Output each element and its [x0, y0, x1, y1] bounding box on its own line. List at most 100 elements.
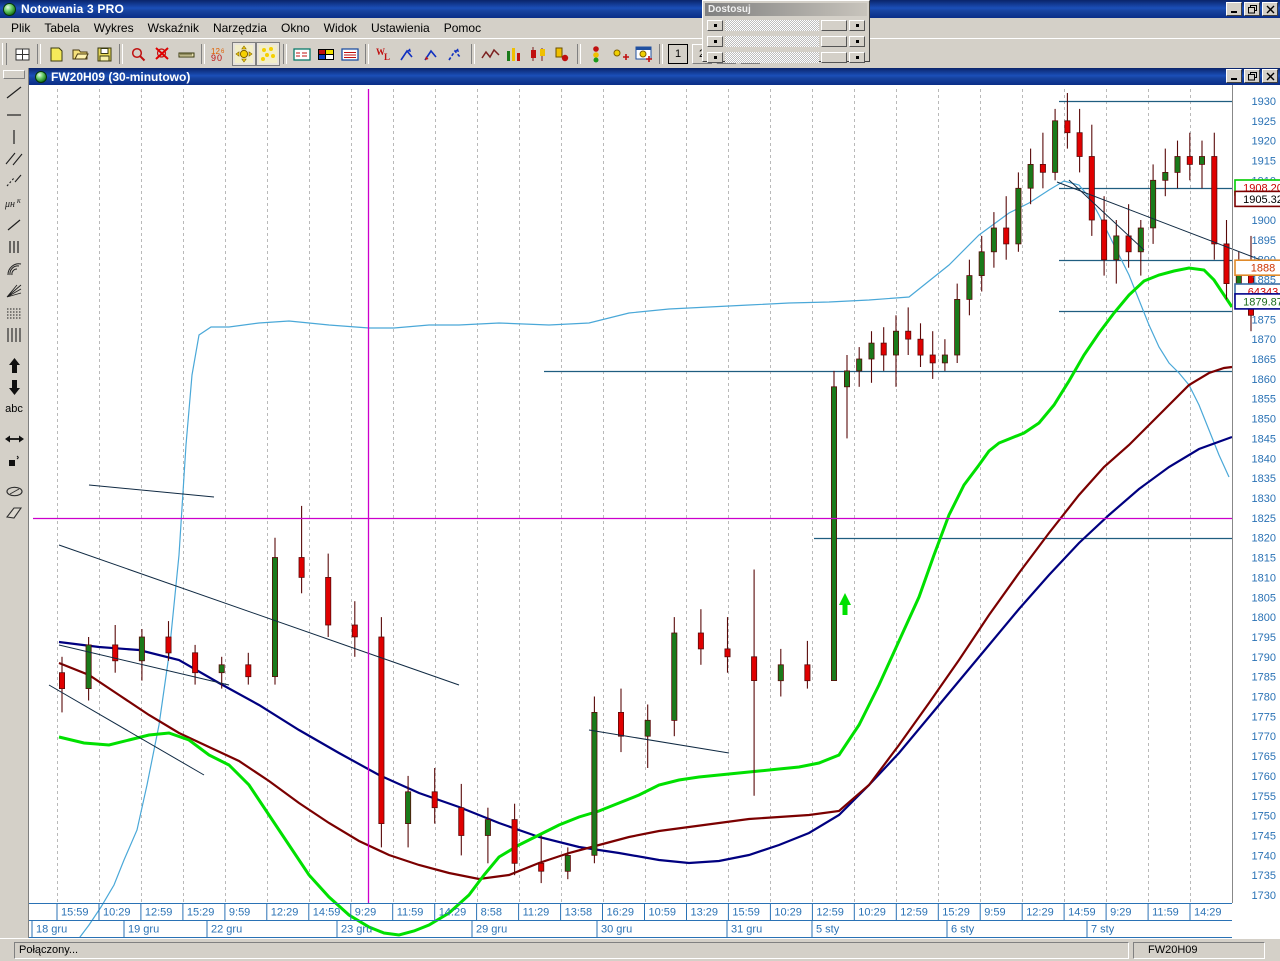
save-disk-icon[interactable] — [92, 42, 116, 66]
menu-wskaznik[interactable]: Wskaźnik — [147, 21, 199, 35]
arrow-zigzag-dashed-icon[interactable] — [444, 42, 468, 66]
time-axis-tick-label: 14:29 — [1194, 907, 1222, 919]
chart-close-button[interactable] — [1262, 69, 1278, 83]
ray-line-icon[interactable] — [2, 214, 27, 236]
speed-lines-icon[interactable] — [2, 302, 27, 324]
dashed-trendline-icon[interactable] — [2, 170, 27, 192]
candle-body — [618, 712, 625, 737]
palette-small-button[interactable] — [849, 36, 865, 47]
status-symbol: FW20H09 — [1133, 941, 1265, 959]
line-chart-icon[interactable] — [478, 42, 502, 66]
menu-pomoc[interactable]: Pomoc — [443, 21, 482, 35]
toolbar-grip[interactable] — [2, 43, 7, 65]
gann-fan-icon[interactable] — [2, 280, 27, 302]
candle-body — [58, 672, 65, 690]
time-axis-tick-label: 14:59 — [313, 907, 341, 919]
add-overlay-icon[interactable] — [632, 42, 656, 66]
menu-plik[interactable]: Plik — [11, 21, 31, 35]
zoom-magnifier-icon[interactable] — [126, 42, 150, 66]
menu-okno[interactable]: Okno — [280, 21, 310, 35]
drawing-trendline — [58, 544, 460, 686]
arrow-down-icon[interactable] — [2, 376, 27, 398]
candle-body — [777, 664, 784, 682]
customize-row[interactable] — [707, 51, 865, 64]
add-point-icon[interactable] — [608, 42, 632, 66]
drawing-toolbar-grip[interactable] — [3, 70, 25, 79]
ruler-icon[interactable] — [174, 42, 198, 66]
color-palette-icon[interactable] — [314, 42, 338, 66]
text-marker-icon[interactable]: μн к — [2, 192, 27, 214]
restore-button[interactable] — [1244, 2, 1260, 16]
palette-small-button[interactable] — [707, 36, 723, 47]
palette-track[interactable] — [725, 36, 819, 47]
menu-ustawienia[interactable]: Ustawienia — [371, 21, 430, 35]
customize-palette[interactable]: Dostosuj — [702, 0, 870, 64]
time-axis-tick-label: 11:29 — [523, 907, 550, 919]
layout-button-1[interactable]: 1 — [668, 44, 688, 64]
new-document-icon[interactable] — [44, 42, 68, 66]
time-axis-tick-label: 9:59 — [984, 907, 1005, 919]
customize-row[interactable] — [707, 35, 865, 48]
crosshair-move-icon[interactable] — [232, 42, 256, 66]
arc-fan-icon[interactable] — [2, 258, 27, 280]
minimize-button[interactable] — [1226, 2, 1242, 16]
grid-icon[interactable] — [10, 42, 34, 66]
vertical-bars-icon[interactable] — [2, 236, 27, 258]
open-folder-icon[interactable] — [68, 42, 92, 66]
eraser-icon[interactable] — [2, 502, 27, 524]
table-list-icon[interactable] — [338, 42, 362, 66]
menu-wykres[interactable]: Wykres — [93, 21, 134, 35]
palette-track[interactable] — [725, 52, 819, 63]
chart-restore-button[interactable] — [1244, 69, 1260, 83]
arrow-up-icon[interactable] — [2, 354, 27, 376]
palette-small-button[interactable] — [849, 20, 865, 31]
horizontal-line-icon[interactable] — [2, 104, 27, 126]
delete-cross-icon[interactable] — [150, 42, 174, 66]
candle-body — [1076, 132, 1083, 157]
customize-palette-title: Dostosuj — [708, 4, 751, 15]
candle-body — [192, 652, 199, 674]
anchor-point-icon[interactable] — [2, 450, 27, 472]
chart-plot-area[interactable]: 1930192519201915191019051900189518901885… — [29, 85, 1280, 938]
palette-track[interactable] — [725, 20, 819, 31]
price-axis-tick-label: 1930 — [1252, 96, 1276, 108]
arrow-zigzag-red-icon[interactable] — [420, 42, 444, 66]
close-button[interactable] — [1262, 2, 1278, 16]
vertical-line-icon[interactable] — [2, 126, 27, 148]
volume-icon[interactable] — [550, 42, 574, 66]
customize-palette-titlebar[interactable]: Dostosuj — [705, 3, 867, 16]
main-toolbar: 12 6 9 0 — [0, 38, 1280, 69]
eraser-select-icon[interactable] — [2, 480, 27, 502]
parallel-lines-icon[interactable] — [2, 148, 27, 170]
horizontal-resize-icon[interactable] — [2, 428, 27, 450]
palette-wide-button[interactable] — [821, 20, 847, 31]
chart-canvas[interactable]: 1930192519201915191019051900189518901885… — [29, 85, 1280, 938]
candlestick-icon[interactable] — [526, 42, 550, 66]
traffic-light-icon[interactable] — [584, 42, 608, 66]
menu-tabela[interactable]: Tabela — [44, 21, 80, 35]
palette-small-button[interactable] — [707, 52, 723, 63]
price-axis-tick-label: 1780 — [1252, 692, 1276, 704]
bar-chart-icon[interactable] — [502, 42, 526, 66]
time-axis-tick-label: 10:29 — [858, 907, 886, 919]
customize-row[interactable] — [707, 19, 865, 32]
palette-wide-button[interactable] — [821, 36, 847, 47]
scatter-points-icon[interactable] — [256, 42, 280, 66]
trendline-icon[interactable] — [2, 82, 27, 104]
menu-widok[interactable]: Widok — [323, 21, 358, 35]
svg-text:0: 0 — [217, 53, 222, 63]
time-axis-tick-label: 15:29 — [942, 907, 970, 919]
price-chart-svg[interactable]: 1930192519201915191019051900189518901885… — [29, 85, 1280, 938]
menu-narzedzia[interactable]: Narzędzia — [212, 21, 267, 35]
arrow-zigzag-icon[interactable] — [396, 42, 420, 66]
text-abc-icon[interactable]: abc — [5, 403, 23, 415]
digits-123-icon[interactable]: 12 6 9 0 — [208, 42, 232, 66]
data-window-icon[interactable] — [290, 42, 314, 66]
chart-window-titlebar[interactable]: FW20H09 (30-minutowo) — [29, 68, 1280, 85]
chart-minimize-button[interactable] — [1226, 69, 1242, 83]
palette-small-button[interactable] — [849, 52, 865, 63]
palette-wide-button[interactable] — [821, 52, 847, 63]
wl-label-icon[interactable]: W L — [372, 42, 396, 66]
fibonacci-lines-icon[interactable] — [2, 324, 27, 346]
palette-small-button[interactable] — [707, 20, 723, 31]
